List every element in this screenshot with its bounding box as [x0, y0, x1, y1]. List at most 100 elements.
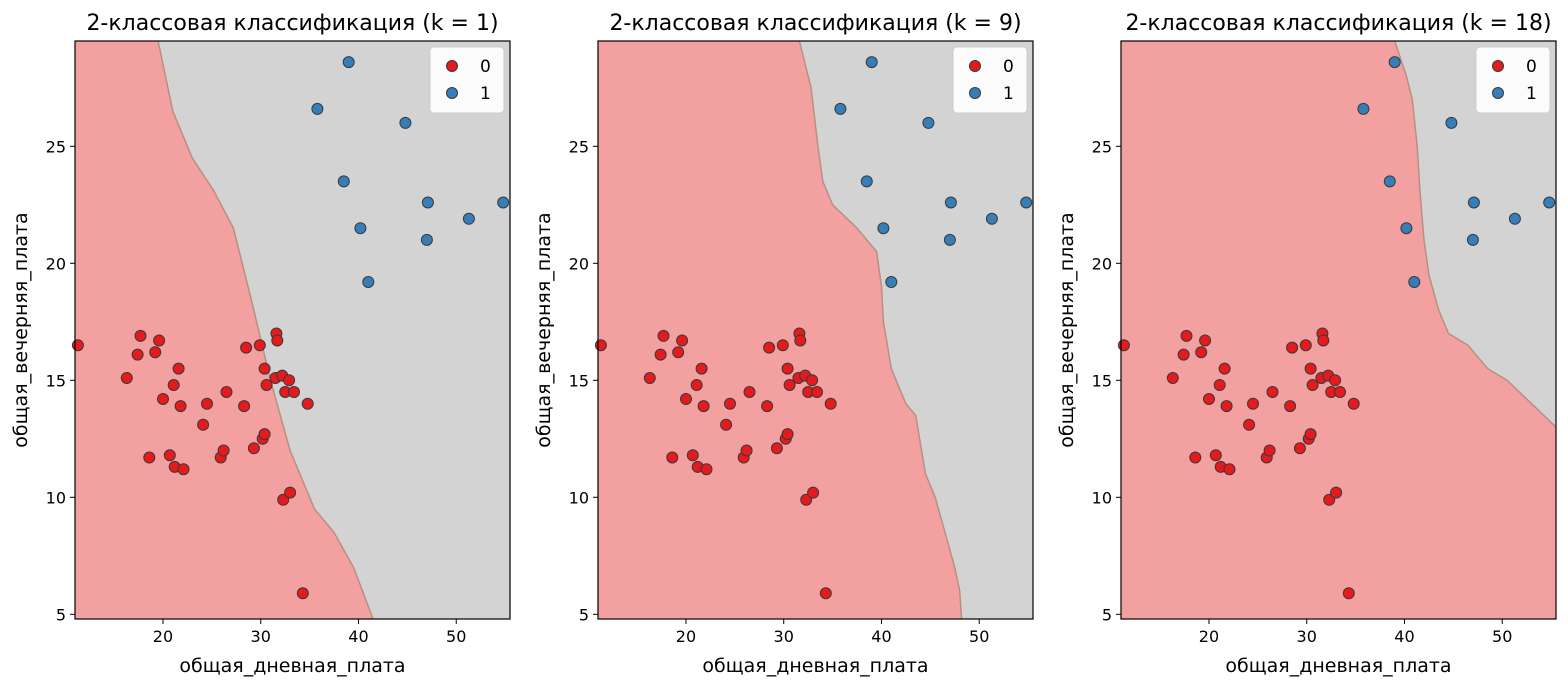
point-class-1-5	[1445, 116, 1458, 129]
point-class-1-1	[337, 175, 350, 188]
point-class-0-19	[1284, 400, 1297, 413]
point-class-1-9	[1020, 196, 1033, 209]
point-class-0-2	[1177, 348, 1190, 361]
point-class-1-6	[943, 233, 956, 246]
legend-label-1: 1	[1526, 84, 1537, 104]
y-tick-label: 15	[569, 371, 589, 390]
x-tick-label: 40	[348, 627, 368, 646]
point-class-1-9	[497, 196, 510, 209]
point-class-0-8	[1209, 449, 1222, 462]
point-class-0-26	[1306, 379, 1319, 391]
point-class-0-15	[1247, 397, 1259, 410]
x-tick-label: 50	[1492, 627, 1512, 646]
x-tick-label: 30	[1297, 627, 1317, 646]
point-class-1-1	[1383, 175, 1396, 188]
point-class-0-7	[1203, 393, 1215, 405]
x-tick-label: 30	[774, 627, 794, 646]
point-class-0-37	[1347, 397, 1360, 410]
point-class-1-5	[922, 116, 935, 129]
point-class-0-25	[258, 362, 271, 375]
chart-title: 2-классовая классификация (k = 18)	[1125, 11, 1551, 36]
point-class-0-26	[783, 379, 796, 391]
point-class-0-34	[284, 486, 297, 499]
y-tick-label: 5	[579, 605, 589, 624]
decision-region-1	[799, 41, 1033, 619]
x-tick-label: 20	[676, 627, 696, 646]
point-class-0-19	[761, 400, 774, 413]
point-class-0-35	[1334, 386, 1346, 398]
plot-frame	[597, 40, 1034, 620]
point-class-1-8	[1508, 212, 1521, 225]
point-class-1-0	[834, 102, 847, 115]
point-class-0-6	[676, 334, 689, 347]
point-class-0-18	[220, 386, 233, 398]
y-tick-label: 25	[569, 137, 589, 156]
point-class-0-13	[1223, 463, 1236, 476]
point-class-0-22	[1299, 339, 1312, 352]
point-class-1-3	[354, 222, 367, 235]
legend-box	[952, 46, 1028, 114]
point-class-0-9	[167, 379, 180, 391]
point-class-0-33	[283, 374, 296, 387]
x-tick-label: 30	[251, 627, 271, 646]
point-class-0-5	[672, 346, 685, 359]
y-axis-label: общая_вечерняя_плата	[1056, 212, 1078, 447]
plot-frame	[1120, 40, 1557, 620]
point-class-1-8	[462, 212, 475, 225]
point-class-0-35	[811, 386, 823, 398]
point-class-0-15	[201, 397, 213, 410]
legend-label-1: 1	[1003, 84, 1014, 104]
y-axis-label: общая_вечерняя_плата	[10, 212, 32, 447]
point-class-0-14	[1243, 418, 1256, 431]
y-tick-label: 15	[1092, 371, 1112, 390]
legend-label-1: 1	[480, 84, 491, 104]
point-class-0-2	[654, 348, 667, 361]
point-class-0-34	[1330, 486, 1343, 499]
point-class-0-25	[781, 362, 794, 375]
point-class-0-4	[666, 451, 679, 464]
y-tick-label: 5	[56, 605, 66, 624]
point-class-0-17	[217, 444, 230, 457]
point-class-1-6	[420, 233, 433, 246]
legend-box	[1475, 46, 1551, 114]
point-class-0-11	[1218, 362, 1231, 375]
point-class-0-5	[149, 346, 162, 359]
y-tick-label: 5	[1102, 605, 1112, 624]
point-class-0-31	[800, 493, 813, 506]
y-axis-label: общая_вечерняя_плата	[533, 212, 555, 447]
y-tick-label: 20	[569, 254, 589, 273]
point-class-0-2	[131, 348, 144, 361]
point-class-0-19	[238, 400, 251, 413]
plot-frame	[74, 40, 511, 620]
point-class-1-7	[944, 196, 957, 209]
point-class-0-35	[288, 386, 300, 398]
point-class-0-33	[806, 374, 819, 387]
point-class-0-24	[1304, 428, 1317, 441]
point-class-0-9	[1213, 379, 1226, 391]
x-axis-label: общая_дневная_плата	[179, 655, 405, 677]
point-class-0-6	[1199, 334, 1212, 347]
point-class-0-1	[120, 372, 133, 384]
point-class-0-5	[1195, 346, 1208, 359]
y-tick-label: 20	[1092, 254, 1112, 273]
point-class-0-21	[770, 442, 783, 455]
point-class-0-11	[695, 362, 708, 375]
point-class-0-20	[240, 341, 253, 354]
point-class-1-7	[421, 196, 434, 209]
decision-boundary	[1393, 41, 1556, 428]
point-class-0-34	[807, 486, 820, 499]
chart-title: 2-классовая классификация (k = 1)	[86, 11, 498, 36]
point-class-0-36	[296, 587, 309, 600]
point-class-0-17	[1263, 444, 1276, 457]
x-tick-label: 50	[446, 627, 466, 646]
point-class-0-13	[700, 463, 713, 476]
point-class-0-3	[134, 329, 147, 342]
point-class-0-12	[174, 400, 187, 413]
point-class-0-20	[1286, 341, 1299, 354]
point-class-0-0	[594, 339, 607, 352]
point-class-0-33	[1329, 374, 1342, 387]
point-class-0-18	[743, 386, 756, 398]
